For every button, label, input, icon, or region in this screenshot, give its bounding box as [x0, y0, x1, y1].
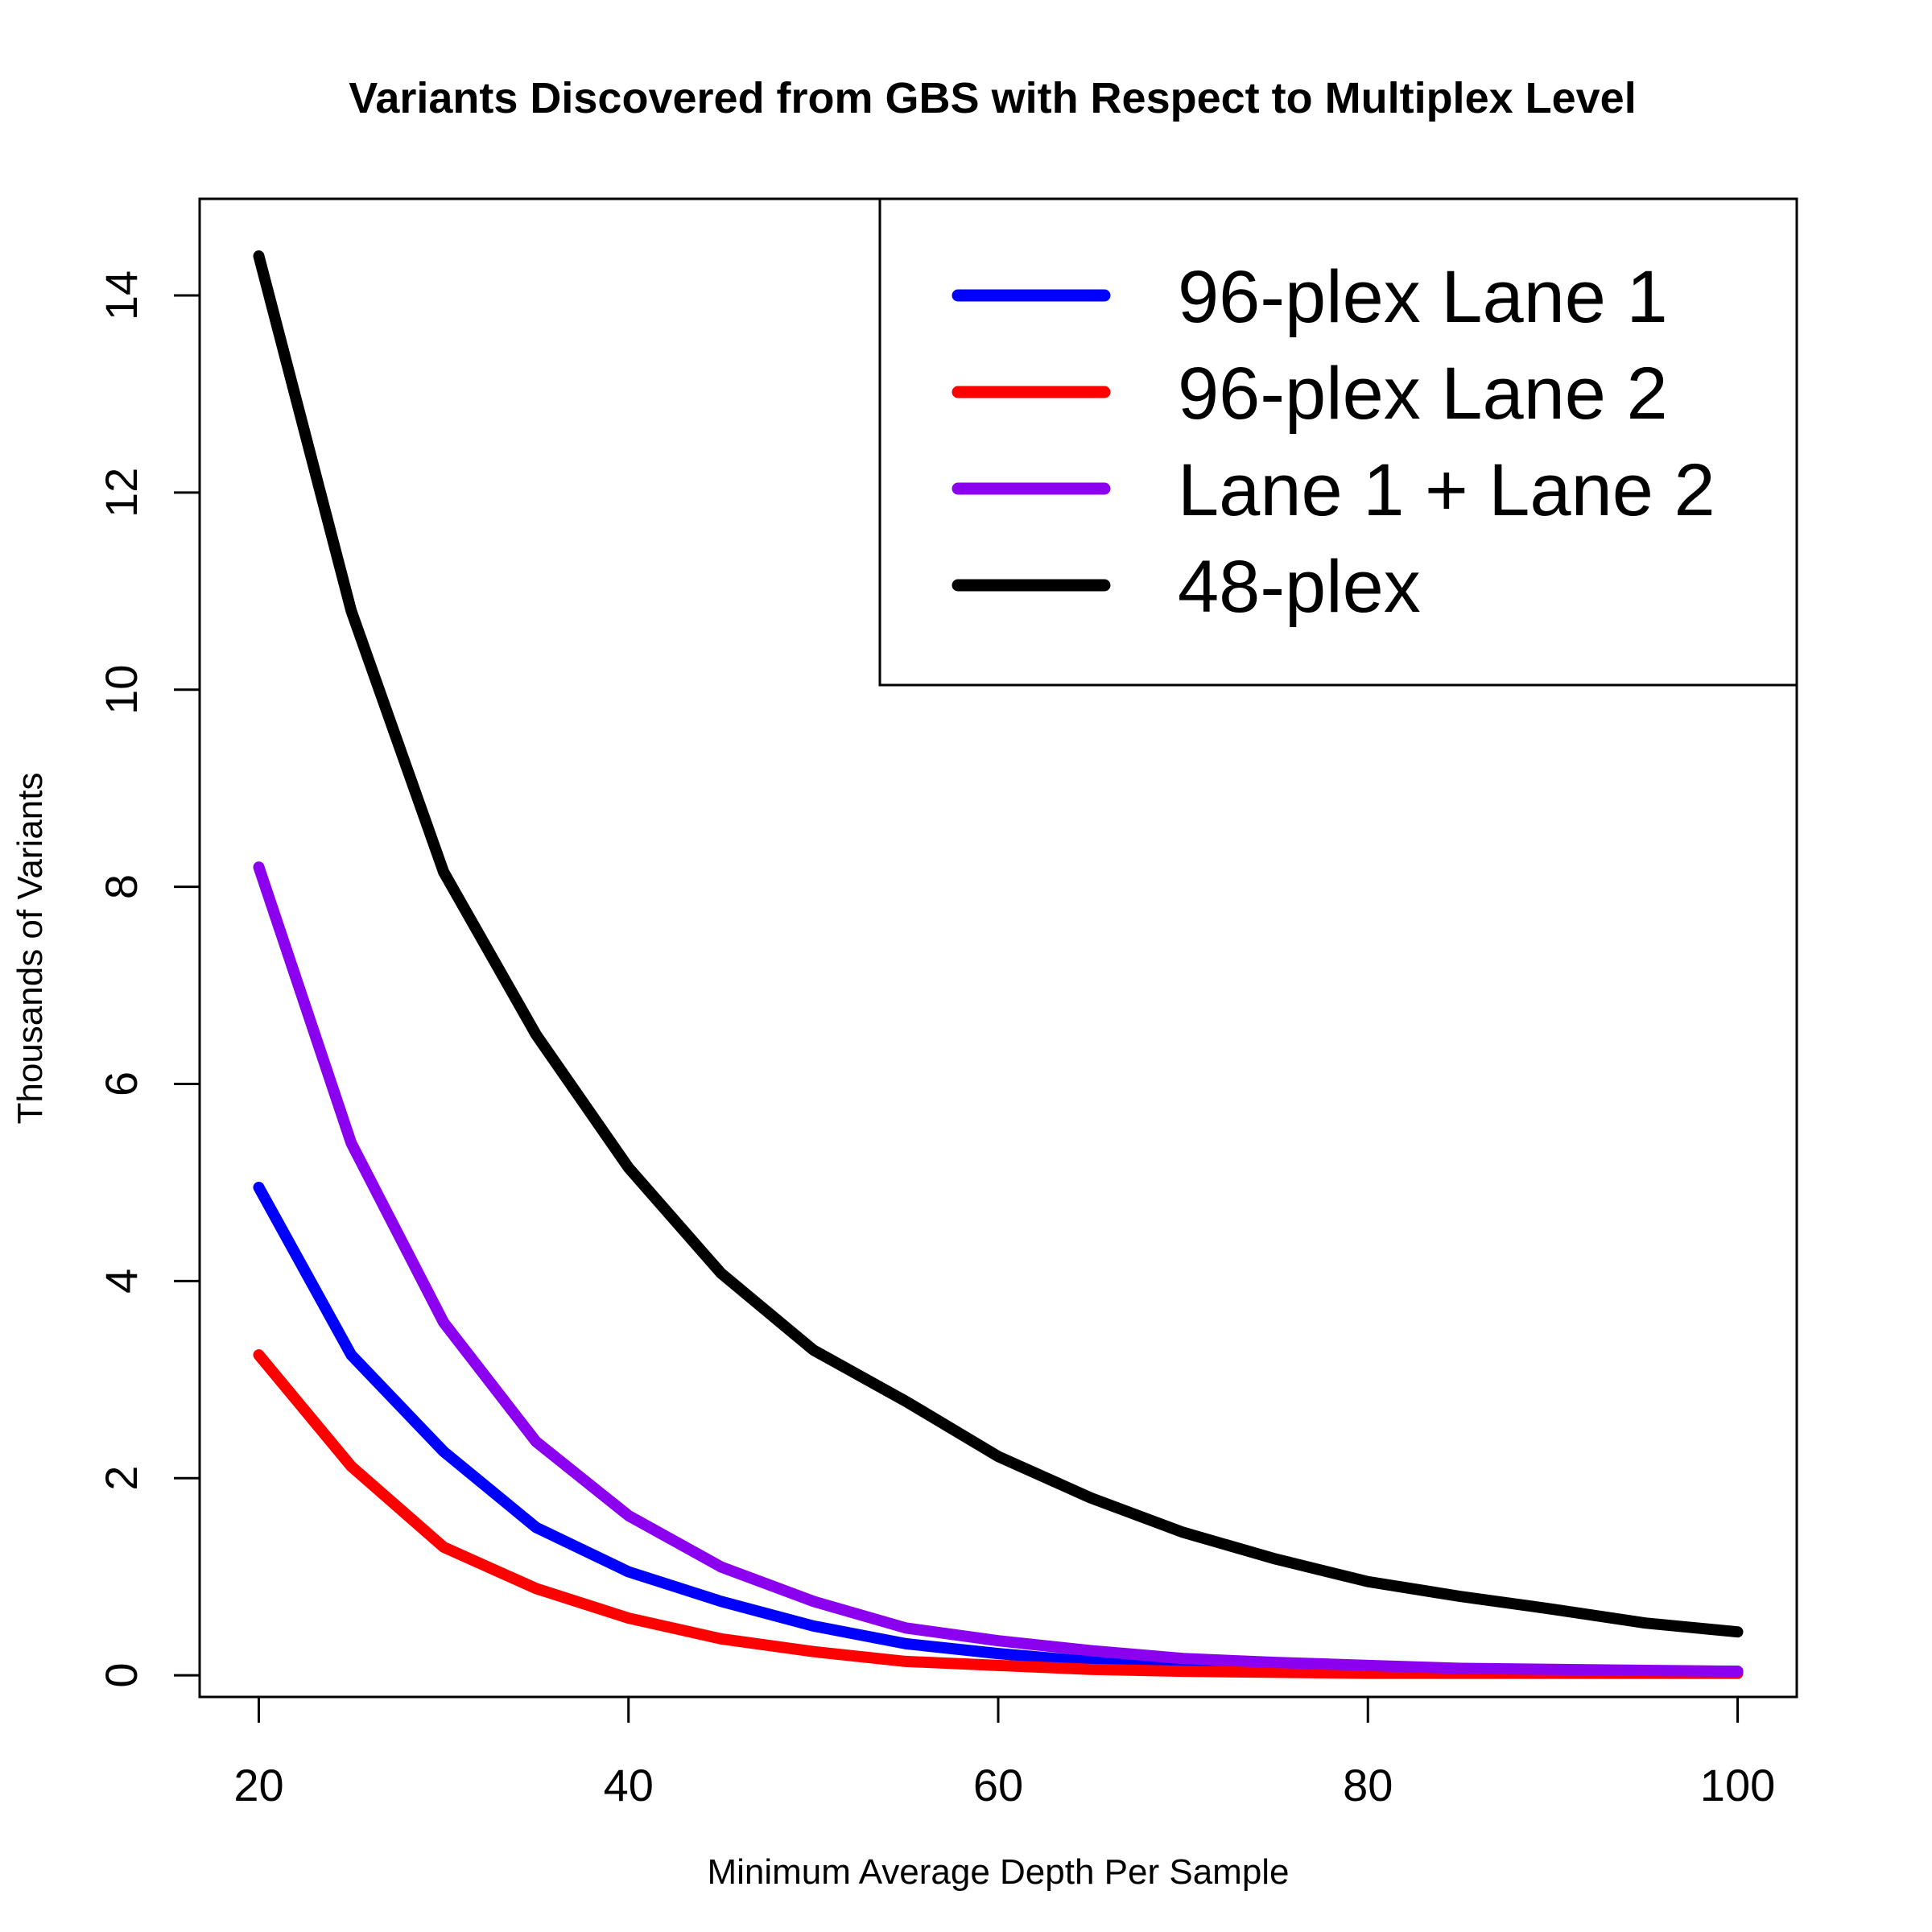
y-axis-label: Thousands of Variants [10, 773, 50, 1125]
x-axis-label: Minimum Average Depth Per Sample [707, 1852, 1289, 1892]
y-tick-label: 14 [96, 270, 147, 320]
x-tick-label: 100 [1700, 1760, 1775, 1810]
y-tick-label: 4 [96, 1269, 147, 1294]
legend-label-48-plex: 48-plex [1178, 546, 1421, 628]
y-tick-label: 0 [96, 1662, 147, 1687]
x-tick-label: 60 [973, 1760, 1023, 1810]
series-layer [253, 250, 1744, 1679]
y-tick-label: 12 [96, 468, 147, 518]
y-tick-label: 6 [96, 1071, 147, 1096]
legend-label-96-plex-lane-2: 96-plex Lane 2 [1178, 353, 1668, 435]
x-tick-label: 20 [233, 1760, 283, 1810]
y-tick-label: 10 [96, 665, 147, 715]
series-line-96-plex-lane-2 [253, 1349, 1744, 1679]
y-tick-label: 8 [96, 874, 147, 899]
x-tick-label: 40 [604, 1760, 654, 1810]
legend-items: 96-plex Lane 1 96-plex Lane 2 Lane 1 + Lan… [952, 256, 1715, 628]
y-axis: 0 2 4 6 8 10 12 14 [96, 270, 201, 1688]
x-axis: 20 40 60 80 100 [233, 1695, 1775, 1810]
series-line-48-plex [253, 250, 1744, 1638]
series-line-lane-1-lane-2 [253, 861, 1744, 1678]
y-tick-label: 2 [96, 1466, 147, 1491]
legend-box [878, 197, 1798, 687]
chart-title: Variants Discovered from GBS with Respec… [349, 74, 1636, 122]
legend-label-lane-1-lane-2: Lane 1 + Lane 2 [1178, 449, 1715, 531]
legend: 96-plex Lane 1 96-plex Lane 2 Lane 1 + Lan… [878, 197, 1798, 687]
legend-label-96-plex-lane-1: 96-plex Lane 1 [1178, 256, 1668, 338]
x-tick-label: 80 [1343, 1760, 1393, 1810]
